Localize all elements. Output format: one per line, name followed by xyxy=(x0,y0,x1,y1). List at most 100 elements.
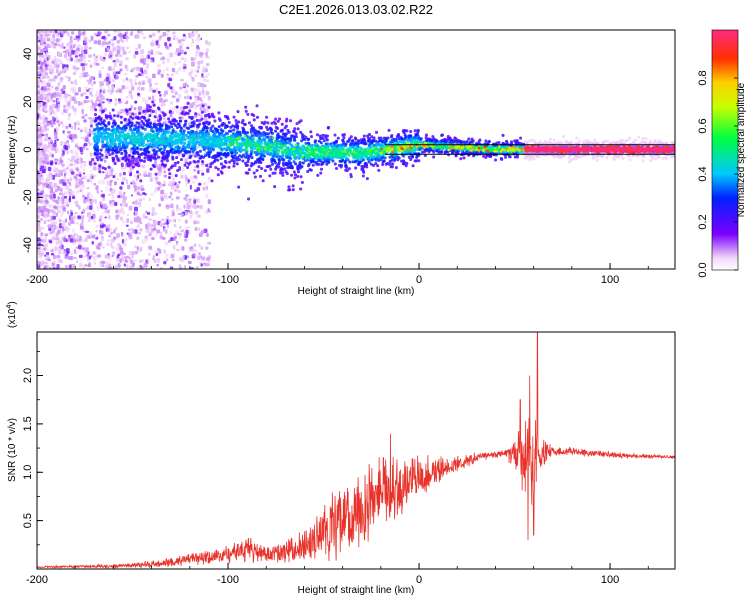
spectrogram-cell xyxy=(129,78,133,83)
spectrogram-cell xyxy=(89,230,92,235)
spectrogram-cell xyxy=(93,162,97,166)
spectrogram-cell xyxy=(138,203,143,208)
spectrogram-cell xyxy=(100,66,104,70)
spectrogram-cell xyxy=(102,89,105,94)
spectrogram-cell xyxy=(56,98,61,103)
spectrogram-cell xyxy=(89,174,93,179)
spectrogram-cell xyxy=(48,142,52,146)
spectrogram-cell xyxy=(89,201,93,205)
spectrogram-cell xyxy=(194,30,199,35)
spectrogram-cell xyxy=(95,90,99,95)
spectrogram-cell xyxy=(96,96,100,102)
spectrogram-cell xyxy=(173,61,177,66)
spectrogram-cell xyxy=(365,177,369,181)
spectrogram-cell xyxy=(122,210,125,215)
spectrogram-cell xyxy=(178,48,182,52)
spectrogram-cell xyxy=(105,260,109,265)
spectrogram-cell xyxy=(121,194,125,199)
spectrogram-cell xyxy=(57,43,61,47)
spectrogram-cell xyxy=(42,30,46,34)
spectrogram-cell xyxy=(125,224,129,227)
spectrogram-cell xyxy=(123,263,126,267)
spectrogram-cell xyxy=(152,156,156,160)
spectrogram-cell xyxy=(92,166,97,171)
spectrogram-cell xyxy=(130,160,135,165)
spectrogram-cell xyxy=(127,51,132,54)
spectrogram-cell xyxy=(61,222,65,227)
spectrogram-cell xyxy=(143,107,146,111)
spectrogram-cell xyxy=(447,153,451,157)
spectrogram-cell xyxy=(390,158,394,162)
spectrogram-cell xyxy=(75,239,79,242)
spectrogram-cell xyxy=(131,165,135,169)
spectrogram-cell xyxy=(40,41,44,46)
spectrogram-cell xyxy=(178,112,181,116)
spectrogram-cell xyxy=(188,32,191,38)
spectrogram-cell xyxy=(55,237,60,241)
spectrogram-cell xyxy=(50,109,55,114)
spectrogram-cell xyxy=(153,189,157,194)
spectrogram-cell xyxy=(207,177,211,180)
spectrogram-cell xyxy=(274,129,278,133)
spectrogram-cell xyxy=(148,105,152,109)
spectrogram-cell xyxy=(394,166,398,170)
spectrogram-cell xyxy=(172,31,176,35)
spectrogram-cell xyxy=(163,113,167,117)
spectrogram-cell xyxy=(139,193,143,197)
spectrogram-cell xyxy=(207,207,210,213)
spectrogram-cell xyxy=(183,51,187,55)
spectrogram-cell xyxy=(494,158,498,162)
spectrogram-cell xyxy=(135,200,138,206)
spectrogram-cell xyxy=(151,95,155,100)
spectrogram-cell xyxy=(39,217,44,222)
spectrogram-cell xyxy=(122,50,127,56)
spectrogram-cell xyxy=(71,150,75,155)
spectrogram-cell xyxy=(80,129,83,133)
spectrogram-cell xyxy=(108,111,112,116)
spectrogram-cell xyxy=(93,132,97,136)
spectrogram-cell xyxy=(111,254,115,258)
spectrogram-cell xyxy=(40,232,44,237)
spectrogram-cell xyxy=(126,36,130,40)
spectrogram-cell xyxy=(46,224,49,228)
spectrogram-cell xyxy=(63,195,68,199)
spectrogram-cell xyxy=(349,142,353,146)
spectrogram-cell xyxy=(119,250,124,255)
spectrogram-cell xyxy=(193,160,197,164)
spectrogram-cell xyxy=(142,109,146,113)
spectrogram-cell xyxy=(164,45,168,49)
spectrogram-cell xyxy=(143,156,147,160)
spectrogram-cell xyxy=(108,235,111,238)
spectrogram-cell xyxy=(66,101,71,107)
spectrogram-cell xyxy=(346,140,350,144)
spectrogram-cell xyxy=(151,237,155,240)
spectrogram-cell xyxy=(67,157,70,161)
spectrogram-cell xyxy=(42,86,47,91)
spectrogram-cell xyxy=(105,76,110,82)
spectrogram-cell xyxy=(143,71,148,75)
spectrogram-cell xyxy=(53,75,58,79)
spectrogram-cell xyxy=(163,103,166,107)
spectrogram-cell xyxy=(59,214,63,218)
spectrogram-cell xyxy=(396,132,400,136)
spectrogram-cell xyxy=(71,196,76,200)
spectrogram-cell xyxy=(415,159,419,163)
spectrogram-cell xyxy=(88,54,93,58)
spectrogram-cell xyxy=(44,54,49,58)
spectrogram-cell xyxy=(84,264,88,267)
spectrogram-cell xyxy=(55,116,58,121)
spectrogram-cell xyxy=(48,65,52,69)
spectrogram-cell xyxy=(252,171,256,175)
spectrogram-cell xyxy=(180,212,184,218)
spectrogram-cell xyxy=(43,137,48,142)
spectrogram-cell xyxy=(644,137,648,141)
spectrogram-cell xyxy=(178,66,182,70)
spectrogram-cell xyxy=(259,161,263,165)
spectrogram-cell xyxy=(119,147,123,151)
spectrogram-cell xyxy=(151,207,155,213)
spectrogram-cell xyxy=(112,59,116,63)
spectrogram-cell xyxy=(85,147,89,151)
spectrogram-cell xyxy=(89,91,93,96)
spectrogram-cell xyxy=(109,242,113,247)
